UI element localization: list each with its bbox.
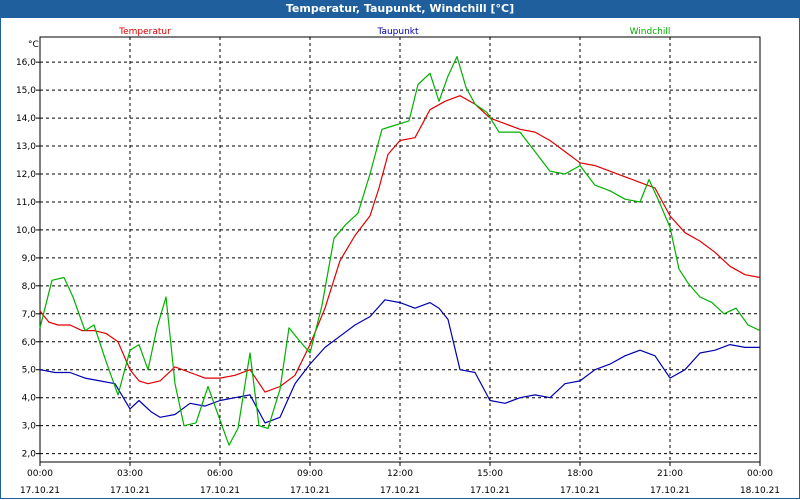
x-tick-time: 00:00 xyxy=(747,469,773,479)
series-lines xyxy=(39,55,761,446)
y-tick-label: 16,0 xyxy=(16,58,36,68)
y-tick-label: 2,0 xyxy=(22,450,37,460)
y-tick-label: 5,0 xyxy=(22,366,37,376)
series-line-taupunkt xyxy=(39,299,760,424)
x-tick-date: 17.10.21 xyxy=(470,486,510,496)
x-tick-date: 17.10.21 xyxy=(560,486,600,496)
y-tick-label: 7,0 xyxy=(22,310,37,320)
x-tick-time: 06:00 xyxy=(207,469,233,479)
y-tick-label: 11,0 xyxy=(16,198,36,208)
y-tick-label: 15,0 xyxy=(16,86,36,96)
y-tick-label: 3,0 xyxy=(22,422,37,432)
y-tick-label: 12,0 xyxy=(16,170,36,180)
series-line-temperatur xyxy=(39,95,761,393)
legend: Temperatur Taupunkt Windchill xyxy=(118,27,670,37)
legend-temperatur: Temperatur xyxy=(118,27,171,37)
y-tick-label: 13,0 xyxy=(16,142,36,152)
legend-windchill: Windchill xyxy=(630,27,671,37)
y-tick-label: 10,0 xyxy=(16,226,36,236)
x-tick-time: 12:00 xyxy=(387,469,413,479)
y-axis: 2,0 3,0 4,0 5,0 6,0 7,0 8,0 9,0 10,0 11,0 12,0 13,0… xyxy=(16,58,40,460)
y-tick-label: 14,0 xyxy=(16,114,36,124)
x-tick-date: 17.10.21 xyxy=(290,486,330,496)
x-tick-date: 17.10.21 xyxy=(200,486,240,496)
x-tick-time: 03:00 xyxy=(117,469,143,479)
series-line-windchill xyxy=(39,55,761,446)
chart-title: Temperatur, Taupunkt, Windchill [°C] xyxy=(0,0,800,18)
x-tick-date: 17.10.21 xyxy=(110,486,150,496)
y-axis-label: °C xyxy=(28,40,39,50)
y-tick-label: 8,0 xyxy=(22,282,37,292)
legend-taupunkt: Taupunkt xyxy=(376,27,419,37)
y-tick-label: 9,0 xyxy=(22,254,37,264)
x-tick-date: 17.10.21 xyxy=(650,486,690,496)
x-tick-time: 09:00 xyxy=(297,469,323,479)
x-tick-time: 00:00 xyxy=(27,469,53,479)
y-tick-label: 6,0 xyxy=(22,338,37,348)
x-tick-time: 21:00 xyxy=(657,469,683,479)
y-tick-label: 4,0 xyxy=(22,394,37,404)
grid xyxy=(40,37,760,462)
x-axis: 00:00 17.10.21 03:00 17.10.21 06:00 17.10.21 0… xyxy=(20,462,780,496)
x-tick-time: 15:00 xyxy=(477,469,503,479)
x-tick-date: 17.10.21 xyxy=(380,486,420,496)
x-tick-date: 18.10.21 xyxy=(740,486,780,496)
x-tick-time: 18:00 xyxy=(567,469,593,479)
x-tick-date: 17.10.21 xyxy=(20,486,60,496)
